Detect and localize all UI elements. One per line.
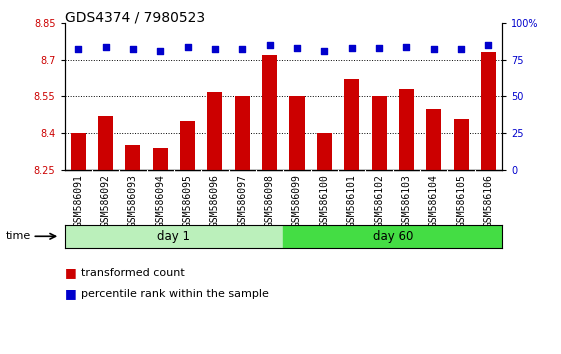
Point xyxy=(429,47,438,52)
Point xyxy=(265,42,274,48)
Text: GSM586091: GSM586091 xyxy=(73,174,83,227)
Text: GSM586095: GSM586095 xyxy=(182,174,192,227)
Text: day 60: day 60 xyxy=(373,230,413,243)
Point xyxy=(402,44,411,49)
Text: ■: ■ xyxy=(65,266,76,279)
Point xyxy=(484,42,493,48)
Text: time: time xyxy=(6,231,31,241)
Bar xyxy=(180,121,195,170)
Bar xyxy=(98,116,113,170)
Point xyxy=(457,47,466,52)
Text: GSM586096: GSM586096 xyxy=(210,174,220,227)
Point xyxy=(210,47,219,52)
Text: GSM586098: GSM586098 xyxy=(265,174,275,227)
Text: GSM586100: GSM586100 xyxy=(319,174,329,227)
Bar xyxy=(71,133,86,170)
Bar xyxy=(153,148,168,170)
Bar xyxy=(371,96,387,170)
Point xyxy=(128,47,137,52)
Bar xyxy=(317,133,332,170)
Point xyxy=(73,47,82,52)
Text: GDS4374 / 7980523: GDS4374 / 7980523 xyxy=(65,11,205,25)
Text: GSM586101: GSM586101 xyxy=(347,174,357,227)
Point xyxy=(183,44,192,49)
Text: GSM586092: GSM586092 xyxy=(100,174,111,227)
Text: GSM586099: GSM586099 xyxy=(292,174,302,227)
Bar xyxy=(234,96,250,170)
Bar xyxy=(399,89,414,170)
Bar xyxy=(426,109,442,170)
Text: GSM586097: GSM586097 xyxy=(237,174,247,227)
Point xyxy=(156,48,165,54)
Bar xyxy=(344,79,359,170)
Bar xyxy=(289,96,305,170)
Text: GSM586106: GSM586106 xyxy=(484,174,494,227)
Point xyxy=(375,45,384,51)
Text: GSM586102: GSM586102 xyxy=(374,174,384,227)
Point xyxy=(320,48,329,54)
Text: ■: ■ xyxy=(65,287,76,300)
Point xyxy=(101,44,110,49)
Text: GSM586093: GSM586093 xyxy=(128,174,138,227)
Bar xyxy=(262,55,277,170)
Point xyxy=(238,47,247,52)
Text: percentile rank within the sample: percentile rank within the sample xyxy=(81,289,269,299)
Bar xyxy=(125,145,140,170)
Text: day 1: day 1 xyxy=(158,230,190,243)
Text: GSM586094: GSM586094 xyxy=(155,174,165,227)
Bar xyxy=(453,119,468,170)
Text: GSM586104: GSM586104 xyxy=(429,174,439,227)
Bar xyxy=(481,52,496,170)
Bar xyxy=(208,92,223,170)
Text: GSM586103: GSM586103 xyxy=(401,174,411,227)
Text: transformed count: transformed count xyxy=(81,268,185,278)
Point xyxy=(292,45,301,51)
Text: GSM586105: GSM586105 xyxy=(456,174,466,227)
Point xyxy=(347,45,356,51)
